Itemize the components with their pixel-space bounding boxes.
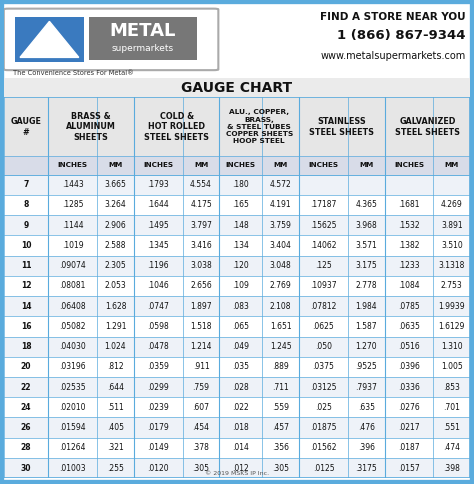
Text: 4.269: 4.269 (441, 200, 463, 210)
Text: .457: .457 (272, 423, 289, 432)
Text: .305: .305 (272, 464, 289, 472)
Text: .1196: .1196 (147, 261, 169, 270)
Bar (4, 235, 470, 256)
Text: .1285: .1285 (62, 200, 83, 210)
Text: 3.416: 3.416 (190, 241, 212, 250)
Text: .476: .476 (358, 423, 375, 432)
Bar (4, 377, 470, 397)
Text: GALVANIZED
STEEL SHEETS: GALVANIZED STEEL SHEETS (395, 117, 460, 136)
Text: 1.270: 1.270 (356, 342, 377, 351)
Text: The Convenience Stores For Metal®: The Convenience Stores For Metal® (13, 70, 134, 76)
Text: 18: 18 (21, 342, 31, 351)
Text: .701: .701 (443, 403, 460, 412)
Text: .0149: .0149 (147, 443, 169, 453)
Text: 1.245: 1.245 (270, 342, 292, 351)
Text: 3.759: 3.759 (270, 221, 292, 230)
Text: .378: .378 (192, 443, 210, 453)
Text: .09074: .09074 (59, 261, 86, 270)
Text: 20: 20 (21, 363, 31, 371)
Text: .1382: .1382 (398, 241, 420, 250)
Text: .1681: .1681 (398, 200, 420, 210)
Text: .02010: .02010 (59, 403, 86, 412)
Bar (4, 276, 470, 296)
Text: .711: .711 (272, 383, 289, 392)
Text: supermarkets: supermarkets (112, 44, 174, 53)
Bar (4, 256, 470, 276)
Text: .0217: .0217 (398, 423, 420, 432)
Text: 24: 24 (21, 403, 31, 412)
Bar (4, 316, 470, 336)
Text: .0239: .0239 (147, 403, 169, 412)
Text: © 2019 MSKS IP Inc.: © 2019 MSKS IP Inc. (205, 471, 269, 476)
Bar (16, 17, 84, 62)
Text: .134: .134 (232, 241, 249, 250)
Text: .551: .551 (443, 423, 460, 432)
Text: .9525: .9525 (356, 363, 377, 371)
Text: .0276: .0276 (398, 403, 420, 412)
Text: 3.665: 3.665 (105, 180, 127, 189)
Text: MM: MM (194, 163, 208, 168)
Text: 1.518: 1.518 (190, 322, 212, 331)
Text: .911: .911 (192, 363, 210, 371)
Text: 4.572: 4.572 (270, 180, 292, 189)
Text: www.metalsupermarkets.com: www.metalsupermarkets.com (320, 51, 465, 61)
Text: 1.291: 1.291 (105, 322, 126, 331)
Text: 22: 22 (21, 383, 31, 392)
Text: .148: .148 (232, 221, 249, 230)
Text: .01562: .01562 (310, 443, 337, 453)
Text: .180: .180 (232, 180, 249, 189)
Text: GAUGE
#: GAUGE # (10, 117, 42, 136)
Text: .0375: .0375 (312, 363, 334, 371)
Text: .0157: .0157 (398, 464, 420, 472)
Text: .012: .012 (232, 464, 249, 472)
Text: .0396: .0396 (398, 363, 420, 371)
Text: 16: 16 (21, 322, 31, 331)
Text: .7937: .7937 (356, 383, 377, 392)
Text: .1046: .1046 (147, 281, 169, 290)
Bar (4, 438, 470, 458)
Text: .125: .125 (315, 261, 332, 270)
Text: .1443: .1443 (62, 180, 83, 189)
Text: .0125: .0125 (313, 464, 334, 472)
Text: .01594: .01594 (59, 423, 86, 432)
Text: .050: .050 (315, 342, 332, 351)
Text: .0359: .0359 (147, 363, 169, 371)
Text: .1233: .1233 (398, 261, 420, 270)
Text: 3.404: 3.404 (270, 241, 292, 250)
Text: 3.048: 3.048 (270, 261, 292, 270)
Text: COLD &
HOT ROLLED
STEEL SHEETS: COLD & HOT ROLLED STEEL SHEETS (144, 111, 209, 142)
Text: .0179: .0179 (147, 423, 169, 432)
Text: GAUGE CHART: GAUGE CHART (182, 81, 292, 94)
Text: 4.191: 4.191 (270, 200, 292, 210)
Text: 4.554: 4.554 (190, 180, 212, 189)
Bar (4, 336, 470, 357)
Text: .1345: .1345 (147, 241, 169, 250)
Text: .0598: .0598 (147, 322, 169, 331)
Text: .1495: .1495 (147, 221, 169, 230)
Text: .1644: .1644 (147, 200, 169, 210)
Text: .3175: .3175 (356, 464, 377, 472)
Bar (4, 195, 470, 215)
Text: .165: .165 (232, 200, 249, 210)
Polygon shape (20, 21, 79, 58)
Text: .01875: .01875 (310, 423, 337, 432)
Text: .0635: .0635 (398, 322, 420, 331)
Text: 2.305: 2.305 (105, 261, 127, 270)
Text: 11: 11 (21, 261, 31, 270)
Text: .812: .812 (107, 363, 124, 371)
Text: 1.024: 1.024 (105, 342, 126, 351)
Text: .0785: .0785 (398, 302, 420, 311)
Text: 1.651: 1.651 (270, 322, 292, 331)
Text: .04030: .04030 (59, 342, 86, 351)
Text: 2.656: 2.656 (190, 281, 212, 290)
Text: 3.891: 3.891 (441, 221, 463, 230)
Text: .018: .018 (232, 423, 249, 432)
Text: .305: .305 (192, 464, 210, 472)
Text: 2.769: 2.769 (270, 281, 292, 290)
Text: 26: 26 (21, 423, 31, 432)
Text: 14: 14 (21, 302, 31, 311)
Text: 2.108: 2.108 (270, 302, 292, 311)
Text: .02535: .02535 (59, 383, 86, 392)
Text: .1019: .1019 (62, 241, 83, 250)
